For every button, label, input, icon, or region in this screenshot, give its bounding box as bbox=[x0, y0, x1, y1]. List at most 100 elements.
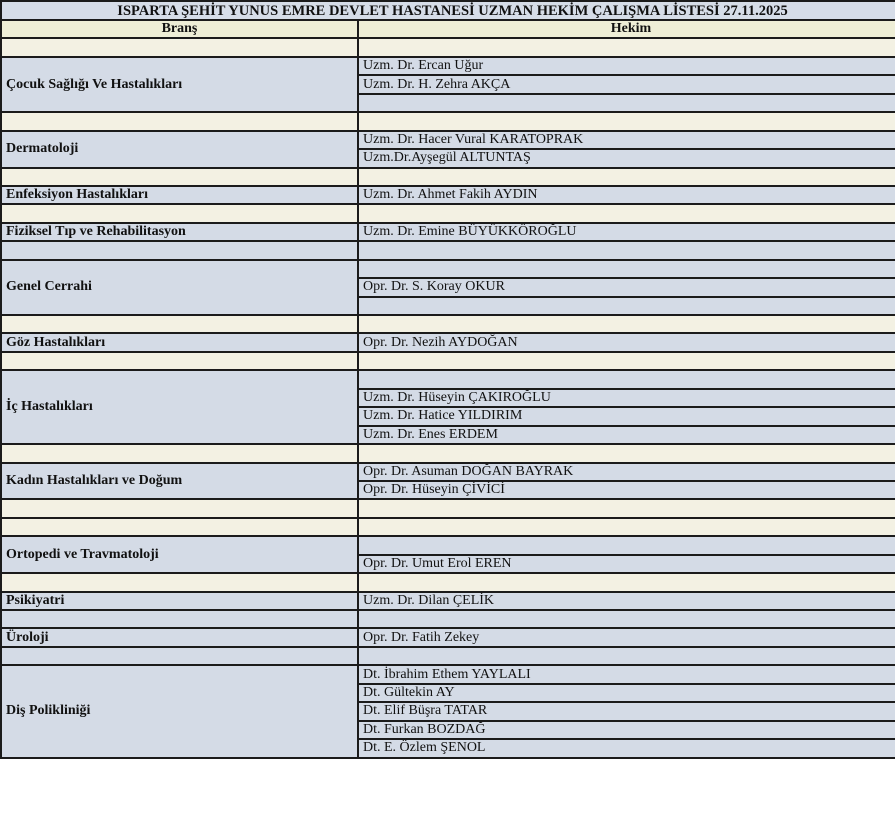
branch-cell: Ortopedi ve Travmatoloji bbox=[0, 535, 359, 575]
table-row: Göz Hastalıkları Opr. Dr. Nezih AYDOĞAN bbox=[0, 332, 895, 353]
table-row: Dt. E. Özlem ŞENOL bbox=[1, 738, 895, 759]
spacer-row bbox=[0, 572, 895, 593]
empty-cell bbox=[0, 240, 359, 261]
empty-cell bbox=[0, 516, 359, 538]
empty-cell bbox=[357, 443, 895, 464]
branch-cell: Fiziksel Tıp ve Rehabilitasyon bbox=[0, 221, 359, 243]
doctor-cell: Dt. E. Özlem ŞENOL bbox=[357, 738, 895, 759]
empty-cell bbox=[357, 313, 895, 335]
doctor-cell bbox=[357, 258, 895, 280]
doctor-cell: Uzm. Dr. Hatice YILDIRIM bbox=[357, 406, 895, 427]
empty-cell bbox=[357, 516, 895, 538]
table-row bbox=[1, 295, 895, 317]
branch-cell: Psikiyatri bbox=[0, 590, 359, 612]
table-row: Dt. Gültekin AY bbox=[1, 682, 895, 704]
table-row: Ortopedi ve Travmatoloji bbox=[0, 535, 895, 575]
table-row: Uzm. Dr. H. Zehra AKÇA bbox=[1, 74, 895, 95]
doctor-cell: Opr. Dr. Asuman DOĞAN BAYRAK bbox=[357, 461, 895, 482]
doctor-cell: Uzm. Dr. Ercan Uğur bbox=[357, 55, 895, 77]
empty-cell bbox=[357, 645, 895, 667]
empty-cell bbox=[357, 608, 895, 630]
doctor-cell: Uzm. Dr. Enes ERDEM bbox=[357, 424, 895, 446]
table-row: Kadın Hastalıkları ve Doğum Opr. Dr. Asum… bbox=[0, 461, 895, 501]
empty-cell bbox=[0, 572, 359, 593]
branch-cell: Genel Cerrahi bbox=[0, 258, 359, 317]
table-row: Çocuk Sağlığı Ve Hastalıkları Uzm. Dr. Er… bbox=[0, 55, 895, 114]
doctor-cell bbox=[357, 92, 895, 114]
empty-cell bbox=[357, 498, 895, 519]
table-row: Dt. Furkan BOZDAĞ bbox=[1, 719, 895, 741]
blank-row bbox=[0, 645, 895, 667]
empty-cell bbox=[0, 608, 359, 630]
empty-cell bbox=[0, 203, 359, 224]
doctor-cell: Opr. Dr. Fatih Zekey bbox=[357, 627, 895, 648]
table-row: Opr. Dr. S. Koray OKUR bbox=[1, 277, 895, 298]
branch-cell: Diş Polikliniği bbox=[0, 664, 359, 759]
spacer-row bbox=[0, 166, 895, 187]
empty-cell bbox=[0, 498, 359, 519]
empty-cell bbox=[0, 350, 359, 372]
table-row: Uzm. Dr. Hatice YILDIRIM bbox=[1, 406, 895, 427]
page-title: ISPARTA ŞEHİT YUNUS EMRE DEVLET HASTANES… bbox=[0, 0, 895, 21]
branch-cell: Göz Hastalıkları bbox=[0, 332, 359, 353]
empty-cell bbox=[0, 166, 359, 187]
branch-cell: Enfeksiyon Hastalıkları bbox=[0, 184, 359, 206]
column-header-branch: Branş bbox=[0, 18, 359, 40]
doctor-cell: Uzm. Dr. Hüseyin ÇAKIROĞLU bbox=[357, 387, 895, 409]
empty-cell bbox=[357, 111, 895, 132]
empty-cell bbox=[357, 572, 895, 593]
doctor-cell: Uzm. Dr. Dilan ÇELİK bbox=[357, 590, 895, 612]
branch-cell: Üroloji bbox=[0, 627, 359, 648]
doctor-cell: Dt. Elif Büşra TATAR bbox=[357, 701, 895, 722]
blank-row bbox=[0, 240, 895, 261]
doctor-cell bbox=[357, 295, 895, 317]
spacer-row bbox=[0, 498, 895, 519]
spacer-row bbox=[0, 350, 895, 372]
spacer-row bbox=[0, 516, 895, 538]
doctor-cell: Uzm. Dr. H. Zehra AKÇA bbox=[357, 74, 895, 95]
table-row: Uzm. Dr. Hüseyin ÇAKIROĞLU bbox=[1, 387, 895, 409]
branch-cell: İç Hastalıkları bbox=[0, 369, 359, 446]
doctor-cell bbox=[357, 535, 895, 556]
doctor-cell: Uzm. Dr. Ahmet Fakih AYDIN bbox=[357, 184, 895, 206]
empty-cell bbox=[357, 240, 895, 261]
empty-cell bbox=[0, 111, 359, 132]
spacer-row bbox=[0, 111, 895, 132]
table-row: Dermatoloji Uzm. Dr. Hacer Vural KARATOPR… bbox=[0, 129, 895, 169]
table-row: Uzm. Dr. Enes ERDEM bbox=[1, 424, 895, 446]
table-row: Genel Cerrahi bbox=[0, 258, 895, 317]
table-row: Opr. Dr. Hüseyin ÇİVİCİ bbox=[1, 479, 895, 501]
empty-cell bbox=[357, 166, 895, 187]
branch-cell: Dermatoloji bbox=[0, 129, 359, 169]
branch-cell: Çocuk Sağlığı Ve Hastalıkları bbox=[0, 55, 359, 114]
blank-row bbox=[0, 608, 895, 630]
doctor-cell: Uzm. Dr. Hacer Vural KARATOPRAK bbox=[357, 129, 895, 151]
empty-cell bbox=[357, 203, 895, 224]
doctor-cell: Opr. Dr. Umut Erol EREN bbox=[357, 553, 895, 575]
empty-cell bbox=[0, 313, 359, 335]
table-row: Opr. Dr. Umut Erol EREN bbox=[1, 553, 895, 575]
table-row: Enfeksiyon Hastalıkları Uzm. Dr. Ahmet Fa… bbox=[0, 184, 895, 206]
table-row: Uzm.Dr.Ayşegül ALTUNTAŞ bbox=[1, 148, 895, 169]
doctor-cell: Opr. Dr. S. Koray OKUR bbox=[357, 277, 895, 298]
doctor-cell: Uzm. Dr. Emine BÜYÜKKÖROĞLU bbox=[357, 221, 895, 243]
table-row: Diş Polikliniği Dt. İbrahim Ethem YAYLALI bbox=[0, 664, 895, 759]
header-row: Branş Hekim bbox=[0, 18, 895, 40]
table-row: Fiziksel Tıp ve Rehabilitasyon Uzm. Dr. E… bbox=[0, 221, 895, 243]
empty-cell bbox=[357, 350, 895, 372]
doctor-cell: Dt. İbrahim Ethem YAYLALI bbox=[357, 664, 895, 685]
empty-cell bbox=[0, 37, 359, 58]
table-row: Dt. Elif Büşra TATAR bbox=[1, 701, 895, 722]
branch-cell: Kadın Hastalıkları ve Doğum bbox=[0, 461, 359, 501]
table-row: İç Hastalıkları bbox=[0, 369, 895, 446]
doctor-cell: Opr. Dr. Nezih AYDOĞAN bbox=[357, 332, 895, 353]
doctor-cell: Uzm.Dr.Ayşegül ALTUNTAŞ bbox=[357, 148, 895, 169]
empty-cell bbox=[0, 443, 359, 464]
title-row: ISPARTA ŞEHİT YUNUS EMRE DEVLET HASTANES… bbox=[0, 0, 895, 21]
doctor-cell: Opr. Dr. Hüseyin ÇİVİCİ bbox=[357, 479, 895, 501]
doctor-cell bbox=[357, 369, 895, 390]
spacer-row bbox=[0, 203, 895, 224]
spacer-row bbox=[0, 443, 895, 464]
table-row: Üroloji Opr. Dr. Fatih Zekey bbox=[0, 627, 895, 648]
table-row: Psikiyatri Uzm. Dr. Dilan ÇELİK bbox=[0, 590, 895, 612]
